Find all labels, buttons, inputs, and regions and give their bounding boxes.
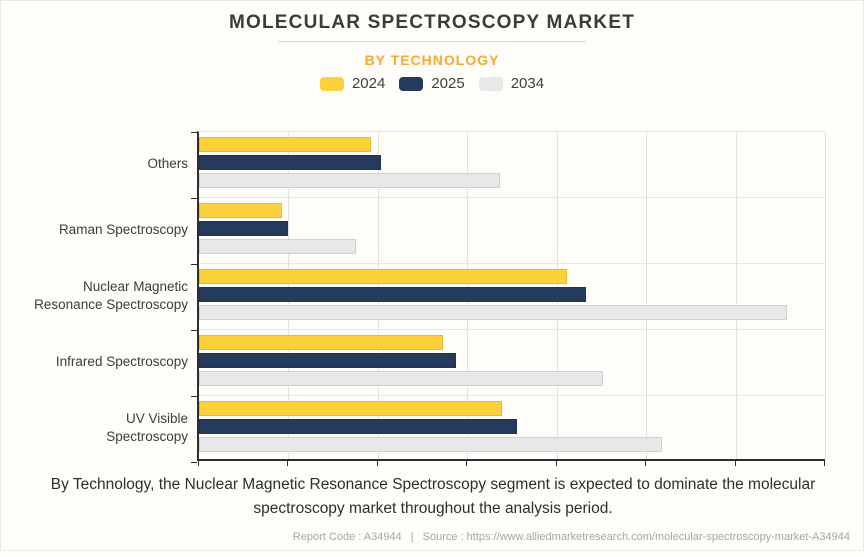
bar-2024 <box>199 269 568 284</box>
bar-2025 <box>199 419 517 434</box>
bar-2034 <box>199 371 604 386</box>
gridline <box>825 132 826 459</box>
category-label: Others <box>147 155 188 171</box>
x-axis-tick <box>466 461 468 466</box>
legend-item-2024[interactable]: 2024 <box>319 75 386 92</box>
bar-2034 <box>199 239 356 254</box>
y-axis-tick <box>191 264 197 265</box>
legend: 2024 2025 2034 <box>1 75 863 92</box>
bar-chart: Others Raman Spectroscopy Nuclear Magnetic… <box>1 131 826 466</box>
category-label: Raman Spectroscopy <box>58 221 188 237</box>
title-underline <box>278 41 586 42</box>
legend-item-2025[interactable]: 2025 <box>399 75 465 92</box>
legend-label: 2034 <box>510 75 545 92</box>
bar-2025 <box>199 287 586 302</box>
chart-subtitle: BY TECHNOLOGY <box>364 52 500 68</box>
plot-area <box>191 131 826 466</box>
bar-2034 <box>199 173 501 188</box>
bar-2034 <box>199 437 662 452</box>
bar-2024 <box>199 203 283 218</box>
legend-item-2034[interactable]: 2034 <box>478 75 545 92</box>
bar-2024 <box>199 401 502 416</box>
bar-2025 <box>199 155 382 170</box>
category-label: Infrared Spectroscopy <box>55 353 188 369</box>
status-bar: Report Code : A34944 | Source : https://… <box>11 531 853 543</box>
source-url: Source : https://www.alliedmarketresearc… <box>422 531 850 543</box>
gridline <box>735 132 737 459</box>
y-axis-tick <box>191 132 197 133</box>
x-axis-tick <box>824 461 825 466</box>
category-label: UV Visible Spectroscopy <box>106 410 188 444</box>
bar-2025 <box>199 221 288 236</box>
x-axis-tick <box>555 461 557 466</box>
bar-2024 <box>199 137 372 152</box>
page-title: MOLECULAR SPECTROSCOPY MARKET <box>228 12 636 33</box>
x-axis-tick <box>734 461 736 466</box>
separator: | <box>410 531 414 543</box>
category-band <box>199 396 825 462</box>
category-axis-labels: Others Raman Spectroscopy Nuclear Magnetic… <box>1 131 197 461</box>
y-axis-tick <box>191 396 197 397</box>
legend-label: 2025 <box>431 75 465 92</box>
category-band <box>199 198 825 264</box>
category-label: Nuclear Magnetic Resonance Spectroscopy <box>34 278 188 312</box>
y-axis-tick <box>191 198 197 199</box>
gridline <box>646 132 648 459</box>
bar-2024 <box>199 335 444 350</box>
legend-swatch-2034 <box>478 76 503 91</box>
category-band <box>199 330 825 396</box>
legend-swatch-2024 <box>319 76 344 91</box>
legend-label: 2024 <box>351 75 386 92</box>
x-axis-tick <box>287 461 289 466</box>
bar-2025 <box>199 353 456 368</box>
x-axis-tick <box>198 461 199 466</box>
chart-caption: By Technology, the Nuclear Magnetic Reso… <box>50 476 816 518</box>
y-axis-tick <box>191 330 197 331</box>
y-axis-tick <box>191 462 197 463</box>
bar-2034 <box>199 305 787 320</box>
x-axis-tick <box>645 461 647 466</box>
report-code: Report Code : A34944 <box>292 531 402 543</box>
category-band <box>199 132 825 198</box>
legend-swatch-2025 <box>399 76 424 91</box>
x-axis-tick <box>376 461 378 466</box>
category-band <box>199 264 825 330</box>
